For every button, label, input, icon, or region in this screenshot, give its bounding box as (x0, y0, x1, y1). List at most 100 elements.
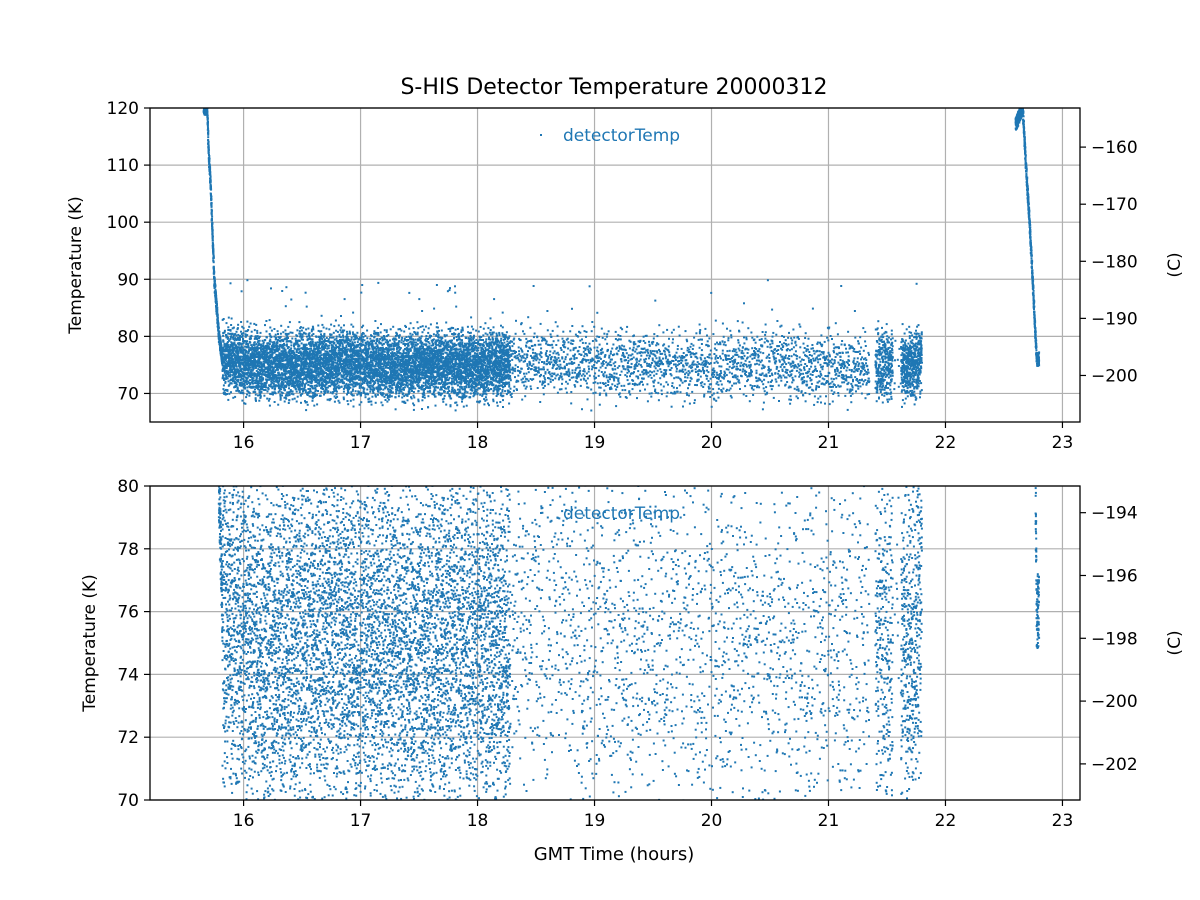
data-point (212, 253, 215, 256)
data-point (375, 351, 378, 354)
data-point (289, 381, 292, 384)
data-point (314, 343, 316, 346)
data-point (255, 380, 258, 383)
data-point (300, 337, 303, 340)
data-point (343, 386, 346, 389)
data-point (237, 333, 240, 336)
data-point (374, 369, 377, 372)
data-point (306, 354, 309, 357)
data-point (370, 354, 373, 357)
data-point (289, 356, 292, 359)
data-point (283, 387, 286, 390)
data-point (279, 367, 282, 370)
data-point (269, 367, 272, 370)
data-point (253, 344, 256, 347)
data-point (234, 354, 237, 357)
data-point (237, 354, 240, 357)
data-point (304, 354, 307, 357)
data-point (271, 353, 274, 356)
data-point (378, 370, 381, 373)
data-point (304, 400, 306, 403)
data-point (298, 371, 300, 374)
data-point (298, 363, 301, 366)
data-point (295, 379, 298, 382)
data-point (227, 326, 230, 329)
data-point (323, 352, 326, 355)
data-point (345, 346, 348, 349)
data-point (296, 339, 299, 342)
data-point (244, 345, 247, 348)
data-point (364, 334, 367, 337)
data-point (379, 349, 382, 352)
data-point (238, 360, 241, 363)
data-point (294, 355, 297, 358)
data-point (237, 352, 240, 355)
data-point (257, 380, 260, 383)
data-point (363, 339, 366, 342)
data-point (279, 365, 282, 368)
data-point (270, 356, 273, 358)
data-point (222, 346, 225, 349)
data-point (231, 362, 234, 365)
data-point (341, 366, 344, 368)
data-point (289, 331, 292, 334)
data-point (360, 394, 362, 397)
data-point (381, 371, 384, 374)
data-point (345, 364, 348, 367)
data-point (211, 239, 214, 242)
data-point (319, 350, 322, 353)
data-point (301, 373, 304, 376)
data-point (381, 381, 384, 384)
data-point (355, 334, 358, 337)
data-point (283, 396, 286, 399)
data-point (365, 348, 368, 351)
data-point (338, 358, 341, 360)
data-point (277, 391, 280, 394)
data-point (355, 354, 358, 357)
data-point (248, 338, 251, 341)
data-point (323, 356, 325, 359)
data-point (276, 344, 279, 347)
data-point (257, 371, 259, 374)
data-point (354, 378, 357, 381)
data-point (246, 334, 249, 337)
data-point (361, 364, 364, 367)
data-point (273, 371, 276, 373)
data-point (350, 338, 353, 341)
data-point (223, 329, 226, 332)
data-point (289, 340, 292, 343)
data-point (374, 401, 377, 404)
data-point (318, 381, 321, 384)
data-point (330, 364, 333, 367)
data-point (236, 388, 239, 391)
data-point (368, 400, 371, 403)
data-point (211, 235, 214, 238)
data-point (295, 363, 298, 366)
data-point (234, 378, 237, 381)
data-point (232, 364, 235, 366)
data-point (252, 382, 255, 385)
data-point (274, 360, 277, 363)
data-point (267, 399, 270, 402)
data-point (306, 351, 309, 354)
data-point (269, 340, 272, 343)
data-point (252, 377, 255, 380)
data-point (326, 340, 329, 342)
data-point (309, 387, 312, 390)
data-point (240, 375, 243, 378)
data-point (209, 178, 212, 180)
data-point (300, 382, 303, 385)
data-point (288, 350, 291, 353)
data-point (294, 337, 297, 340)
data-point (298, 355, 300, 357)
data-point (313, 369, 316, 372)
data-point (364, 348, 367, 351)
data-point (370, 360, 373, 363)
data-point (244, 402, 247, 405)
data-point (284, 380, 287, 383)
data-point (245, 359, 248, 362)
data-point (241, 399, 244, 402)
data-point (225, 370, 228, 372)
data-point (345, 371, 348, 374)
data-point (313, 352, 316, 355)
